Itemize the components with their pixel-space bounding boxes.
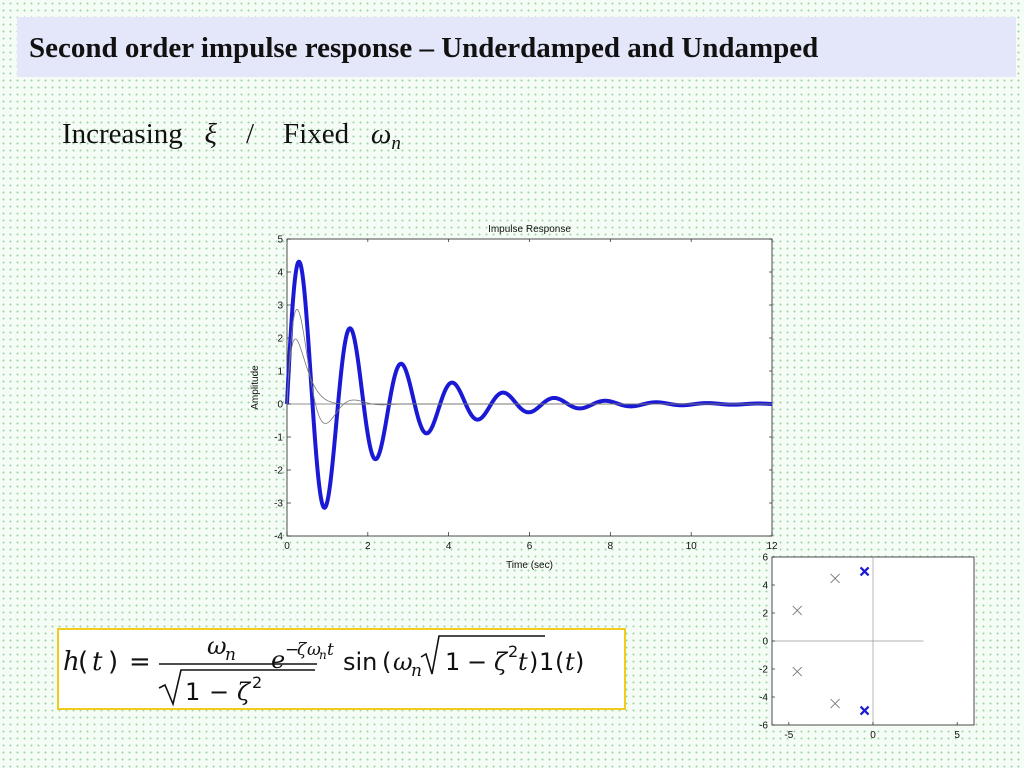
inner-t: t [518,648,528,676]
inner-sqrt-sign [420,635,545,675]
slide-title: Second order impulse response – Underdam… [17,17,1016,77]
den-two: 2 [252,673,262,692]
pole-marker [792,605,803,616]
omega-subscript: n [391,133,401,154]
numerator-omega: ω [207,632,227,660]
y-tick-label: 4 [277,268,283,279]
y-tick-label: 0 [277,400,283,411]
y-tick-label: 2 [277,334,283,345]
subtitle: Increasing ξ / Fixed ωn [62,118,401,154]
y-tick-label: -4 [274,532,283,543]
inner-zeta: ζ [494,648,509,676]
pz-y-tick-label: -6 [759,721,768,732]
formula-h: h [63,647,80,677]
den-one: 1 [185,678,200,706]
x-tick-label: 12 [766,541,778,552]
x-tick-label: 2 [365,541,371,552]
pole-stroke [859,566,870,577]
pole-marker [830,698,840,709]
den-minus: − [209,678,229,706]
sqrt-sign [158,669,315,707]
formula-equals: = [129,647,151,677]
y-tick-label: -1 [274,433,283,444]
exp-n: n [319,648,327,662]
step-paren-close: ) [575,648,584,676]
pz-y-tick-label: -4 [759,693,768,704]
plot-area [286,238,773,537]
x-tick-label: 8 [608,541,614,552]
pz-y-tick-label: -2 [759,665,768,676]
chart-title: Impulse Response [488,224,571,235]
x-tick-label: 4 [446,541,452,552]
y-tick-label: -3 [274,499,283,510]
x-tick-label: 10 [686,541,698,552]
den-zeta: ζ [237,678,252,706]
pole-stroke [830,698,840,709]
xi-symbol: ξ [204,118,217,150]
pole-zero-map: -5 0 5 -6 -4 -2 0 2 4 6 [759,553,975,741]
pz-x-tick-label: 5 [954,730,960,741]
formula-paren-close: ) [108,647,118,677]
pole-stroke [859,705,870,716]
sin-n: n [411,661,422,681]
exp-e: e [271,646,285,674]
y-tick-label: -2 [274,466,283,477]
pz-y-tick-label: 4 [762,581,768,592]
sin-label: sin [343,648,377,676]
x-axis-label: Time (sec) [506,560,553,571]
exp-t: t [327,640,334,660]
y-tick-label: 5 [277,235,283,246]
y-tick-label: 3 [277,301,283,312]
pz-x-tick-label: -5 [784,730,793,741]
series-line-thin [286,338,772,405]
subtitle-increasing: Increasing [62,118,183,150]
exp-omega: ω [307,640,321,660]
pole-stroke [830,573,840,584]
pole-stroke [792,666,803,677]
formula-paren-open: ( [78,647,88,677]
pz-y-tick-label: 6 [762,553,768,564]
pole-stroke [792,605,803,616]
formula-t: t [92,647,103,677]
series-line-main [285,259,774,510]
y-axis-label: Amplitude [250,365,261,410]
y-tick-label: 1 [277,367,283,378]
x-tick-label: 6 [527,541,533,552]
pole-marker [859,705,870,716]
subtitle-fixed: Fixed [283,118,350,150]
x-tick-label: 0 [284,541,290,552]
pole-marker [830,573,840,584]
omega-symbol: ω [370,118,392,150]
step-one: 1 [539,648,554,676]
step-t: t [565,648,575,676]
formula-box: h ( ) = t ω n 1 − ζ 2 e − ζ ω n t sin ( … [57,628,626,710]
sin-omega: ω [393,648,413,676]
exp-minus: − [285,640,299,660]
inner-minus: − [467,648,487,676]
pz-y-tick-label: 2 [762,609,768,620]
pole-marker [859,566,870,577]
sin-paren-open: ( [382,648,391,676]
pz-x-tick-label: 0 [870,730,876,741]
step-paren-open: ( [555,648,564,676]
exp-zeta: ζ [297,640,308,660]
pole-marker [792,666,803,677]
sin-paren-close: ) [529,648,538,676]
subtitle-separator: / [245,118,255,150]
pz-y-tick-label: 0 [762,637,768,648]
numerator-n: n [225,645,236,665]
inner-one: 1 [445,648,460,676]
impulse-response-formula: h ( ) = t ω n 1 − ζ 2 e − ζ ω n t sin ( … [63,632,584,707]
inner-two: 2 [508,642,518,661]
